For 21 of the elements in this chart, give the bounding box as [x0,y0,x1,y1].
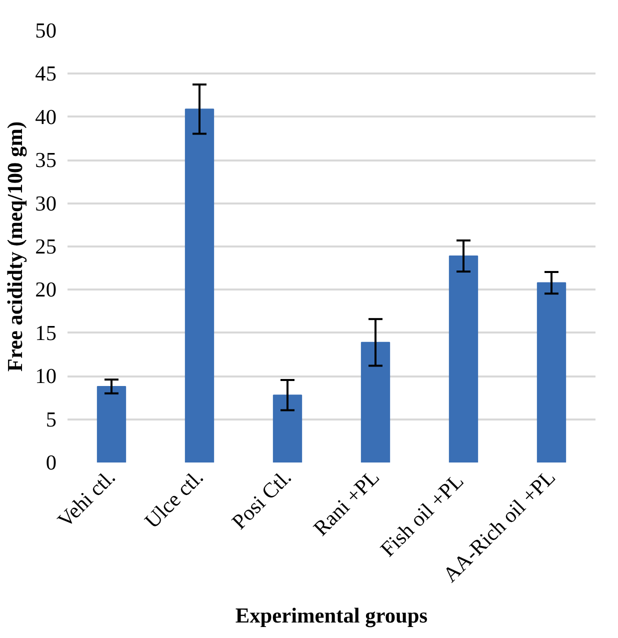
bar [272,394,302,462]
bar [448,256,478,462]
y-axis-title: Free acididty (meq/100 gm) [3,121,28,372]
y-tick-label: 5 [46,407,57,432]
bar [360,342,390,462]
y-tick-label: 40 [35,104,56,129]
y-tick-label: 0 [46,450,57,474]
y-tick-label: 35 [35,148,56,172]
y-tick-label: 10 [35,364,56,388]
y-tick-label: 30 [35,191,56,216]
x-tick-label: Posi Ctl. [227,465,296,534]
y-tick-label: 25 [35,234,56,258]
y-tick-label: 15 [35,320,56,345]
bar [96,386,126,462]
bar [184,108,214,462]
y-tick-label: 20 [35,278,56,302]
y-tick-label: 45 [35,62,56,86]
x-axis-title: Experimental groups [235,603,428,628]
bar [536,282,566,462]
x-tick-label: Ulce ctl. [140,465,208,534]
y-tick-label: 50 [35,18,56,42]
